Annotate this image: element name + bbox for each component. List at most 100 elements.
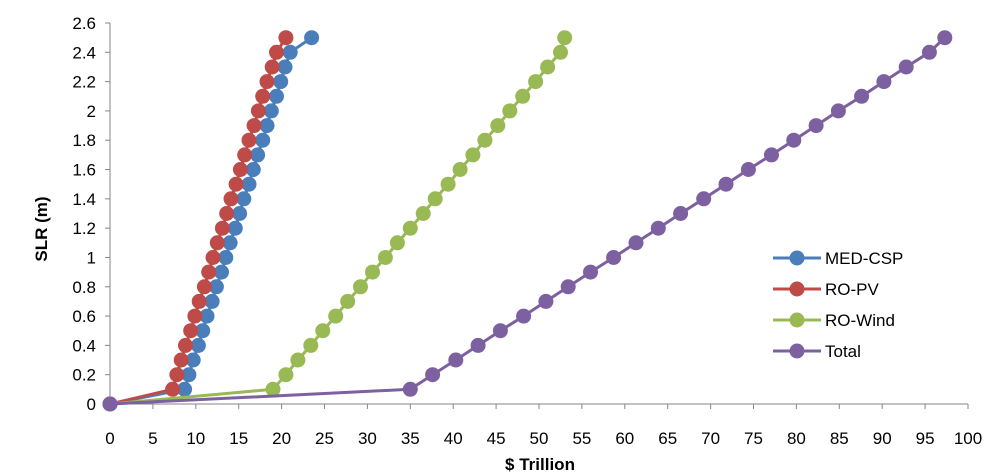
data-point-ro-wind — [303, 337, 319, 353]
x-tick-label: 20 — [272, 429, 291, 448]
series-total — [102, 30, 953, 412]
data-point-ro-wind — [557, 30, 573, 46]
x-tick-label: 70 — [701, 429, 720, 448]
data-point-med-csp — [245, 162, 261, 177]
data-point-med-csp — [177, 381, 193, 397]
data-point-ro-pv — [246, 118, 262, 134]
x-tick-label: 95 — [916, 429, 935, 448]
data-point-ro-pv — [241, 132, 257, 148]
data-point-total — [470, 337, 486, 353]
data-point-ro-wind — [502, 103, 518, 119]
data-point-total — [628, 235, 644, 251]
data-point-med-csp — [259, 118, 275, 134]
legend-label-ro-pv: RO-PV — [825, 280, 880, 299]
data-point-total — [764, 147, 779, 163]
data-point-ro-pv — [255, 88, 271, 104]
data-point-ro-pv — [237, 147, 253, 163]
x-tick-label: 65 — [658, 429, 677, 448]
data-point-med-csp — [273, 74, 289, 90]
data-point-total — [650, 220, 666, 236]
data-point-total — [583, 264, 598, 280]
x-tick-label: 0 — [105, 429, 114, 448]
data-point-ro-pv — [259, 74, 275, 90]
data-point-med-csp — [227, 220, 243, 236]
data-point-total — [402, 381, 418, 397]
legend-marker-med-csp — [789, 250, 805, 266]
x-tick-label: 15 — [229, 429, 248, 448]
data-point-med-csp — [241, 176, 257, 192]
data-point-ro-pv — [223, 191, 239, 207]
legend-marker-ro-wind — [789, 312, 805, 328]
data-point-ro-wind — [515, 88, 531, 104]
data-point-med-csp — [263, 103, 279, 119]
x-tick-label: 50 — [530, 429, 549, 448]
data-point-ro-pv — [169, 367, 185, 383]
data-point-total — [921, 44, 937, 60]
data-point-ro-wind — [427, 191, 443, 207]
y-tick-label: 0 — [87, 395, 96, 414]
y-tick-label: 2.6 — [72, 14, 96, 33]
data-point-total — [492, 323, 508, 339]
data-point-med-csp — [185, 352, 201, 368]
data-point-ro-wind — [389, 235, 405, 251]
x-tick-label: 55 — [572, 429, 591, 448]
data-point-total — [808, 118, 824, 134]
x-tick-label: 40 — [444, 429, 463, 448]
legend-marker-total — [789, 343, 805, 359]
x-tick-label: 85 — [830, 429, 849, 448]
x-tick-label: 35 — [401, 429, 420, 448]
y-tick-label: 2.4 — [72, 43, 96, 62]
data-point-ro-wind — [440, 176, 456, 192]
data-point-ro-wind — [465, 147, 481, 163]
y-tick-label: 1 — [87, 248, 96, 267]
data-point-med-csp — [208, 279, 224, 295]
data-point-ro-wind — [278, 367, 294, 383]
y-tick-label: 2 — [87, 102, 96, 121]
data-point-med-csp — [304, 30, 320, 46]
x-tick-label: 30 — [358, 429, 377, 448]
data-point-ro-wind — [328, 308, 344, 324]
data-point-ro-pv — [278, 30, 294, 46]
data-point-ro-pv — [269, 44, 284, 60]
data-point-ro-pv — [201, 264, 217, 280]
data-point-ro-pv — [219, 206, 235, 221]
y-axis-title: SLR (m) — [32, 196, 51, 261]
data-point-med-csp — [277, 59, 293, 75]
data-point-ro-pv — [183, 323, 199, 339]
data-point-med-csp — [190, 337, 206, 353]
data-point-total — [854, 88, 870, 104]
data-point-ro-wind — [490, 118, 506, 134]
data-point-ro-wind — [353, 279, 368, 295]
data-point-med-csp — [199, 308, 215, 324]
y-tick-label: 0.6 — [72, 307, 96, 326]
legend-label-ro-wind: RO-Wind — [825, 311, 895, 330]
legend-marker-ro-pv — [789, 281, 805, 297]
data-point-total — [830, 103, 846, 119]
x-tick-label: 45 — [487, 429, 506, 448]
series-line-ro-wind — [109, 37, 567, 406]
data-point-total — [538, 293, 554, 309]
data-point-ro-pv — [214, 220, 230, 236]
legend-label-med-csp: MED-CSP — [825, 249, 903, 268]
legend-item-total: Total — [773, 342, 861, 361]
data-point-med-csp — [214, 264, 229, 280]
x-tick-label: 25 — [315, 429, 334, 448]
y-tick-labels: 0 0.2 0.4 0.6 0.8 1 1.2 1.4 1.6 1.8 2 2.2 2.4 2.6 — [72, 14, 110, 414]
data-point-ro-wind — [265, 381, 281, 397]
data-point-med-csp — [236, 191, 252, 207]
x-tick-label: 5 — [148, 429, 157, 448]
data-point-ro-wind — [415, 206, 431, 221]
data-point-total — [898, 59, 914, 75]
data-point-total — [673, 206, 689, 221]
data-point-total — [740, 162, 756, 177]
data-point-ro-pv — [187, 308, 203, 324]
series-ro-wind — [102, 30, 573, 412]
data-point-total — [876, 74, 892, 90]
x-tick-label: 60 — [615, 429, 634, 448]
legend: MED-CSP RO-PV RO-Wind Total — [773, 249, 903, 361]
data-point-ro-wind — [377, 250, 393, 265]
data-point-med-csp — [204, 293, 220, 309]
y-tick-label: 1.8 — [72, 131, 96, 150]
data-point-ro-wind — [553, 44, 568, 60]
data-point-ro-wind — [452, 162, 468, 177]
